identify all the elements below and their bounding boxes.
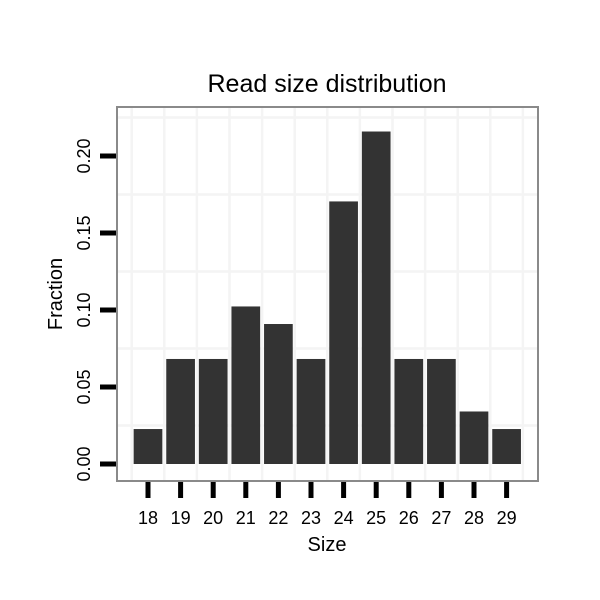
y-tick-label: 0.05: [74, 369, 94, 404]
bar-size-18: [133, 429, 163, 464]
bars: [133, 131, 521, 464]
bar-size-29: [492, 429, 521, 464]
bar-size-25: [361, 131, 391, 464]
x-tick-label: 19: [171, 508, 191, 528]
x-tick-label: 25: [366, 508, 386, 528]
panel-border: [116, 106, 539, 482]
x-tick-label: 24: [334, 508, 354, 528]
x-tick-label: 28: [464, 508, 484, 528]
y-tick-label: 0.10: [74, 292, 94, 327]
y-axis-label: Fraction: [45, 258, 67, 330]
x-tick-label: 23: [301, 508, 321, 528]
bar-size-19: [166, 358, 195, 464]
x-tick-label: 27: [431, 508, 451, 528]
x-tick-label: 29: [497, 508, 517, 528]
x-tick-label: 18: [138, 508, 158, 528]
x-tick-label: 20: [203, 508, 223, 528]
x-tick-label: 26: [399, 508, 419, 528]
bar-size-23: [296, 358, 326, 464]
bar-size-22: [264, 324, 293, 464]
y-tick-label: 0.00: [74, 446, 94, 481]
chart-title: Read size distribution: [207, 70, 446, 98]
x-axis-label: Size: [308, 534, 347, 556]
bar-size-24: [329, 201, 358, 464]
bar-size-26: [394, 358, 424, 464]
y-tick-label: 0.20: [74, 138, 94, 173]
bar-size-20: [198, 358, 228, 464]
bar-size-27: [427, 358, 456, 464]
axis-ticks: [100, 153, 510, 498]
bar-size-21: [231, 306, 261, 464]
x-tick-labels: 18 19 20 21 22 23 24 25 26 27 28 29: [138, 508, 517, 528]
y-tick-labels: 0.00 0.05 0.10 0.15 0.20: [74, 138, 94, 481]
bar-size-28: [459, 411, 489, 464]
y-tick-label: 0.15: [74, 215, 94, 250]
x-tick-label: 21: [236, 508, 256, 528]
x-tick-label: 22: [268, 508, 288, 528]
